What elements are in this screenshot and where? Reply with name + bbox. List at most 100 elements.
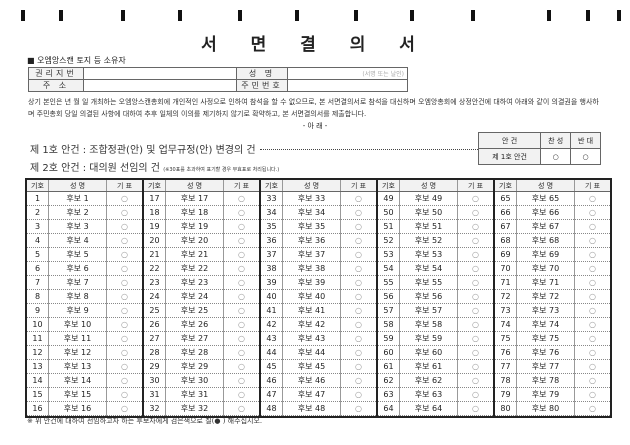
vote-circle[interactable]: ○ — [106, 219, 142, 234]
vote-circle[interactable]: ○ — [457, 331, 493, 346]
vote-circle[interactable]: ○ — [106, 247, 142, 262]
vote-circle[interactable]: ○ — [340, 219, 376, 234]
candidate-number: 61 — [378, 359, 400, 374]
vote-circle[interactable]: ○ — [223, 359, 259, 374]
vote-circle[interactable]: ○ — [574, 261, 610, 276]
vote-circle[interactable]: ○ — [223, 303, 259, 318]
vote-circle[interactable]: ○ — [106, 317, 142, 332]
vote-circle[interactable]: ○ — [223, 345, 259, 360]
vote-circle[interactable]: ○ — [106, 373, 142, 388]
vote-circle[interactable]: ○ — [574, 247, 610, 262]
vote-circle[interactable]: ○ — [574, 205, 610, 220]
vote-circle[interactable]: ○ — [574, 387, 610, 402]
vote-circle[interactable]: ○ — [106, 275, 142, 290]
candidate-name: 후보 52 — [399, 233, 458, 248]
vote-circle[interactable]: ○ — [457, 345, 493, 360]
candidate-name: 후보 34 — [282, 205, 341, 220]
vote-circle[interactable]: ○ — [340, 205, 376, 220]
vote-circle[interactable]: ○ — [457, 359, 493, 374]
vote-circle[interactable]: ○ — [106, 331, 142, 346]
header-no: 기호 — [495, 180, 517, 192]
vote-circle[interactable]: ○ — [457, 373, 493, 388]
vote-circle[interactable]: ○ — [223, 233, 259, 248]
vote-circle[interactable]: ○ — [106, 359, 142, 374]
vote-circle[interactable]: ○ — [340, 373, 376, 388]
vote-circle[interactable]: ○ — [340, 331, 376, 346]
vote-circle[interactable]: ○ — [223, 387, 259, 402]
vote-circle[interactable]: ○ — [340, 401, 376, 416]
vote-circle[interactable]: ○ — [340, 289, 376, 304]
candidate-row: 26 후보 26 ○ — [144, 317, 259, 332]
vote-circle[interactable]: ○ — [106, 387, 142, 402]
vote-circle[interactable]: ○ — [574, 303, 610, 318]
vote-circle[interactable]: ○ — [574, 345, 610, 360]
vote-against-circle[interactable]: ○ — [570, 148, 601, 165]
candidate-number: 64 — [378, 401, 400, 416]
vote-circle[interactable]: ○ — [223, 219, 259, 234]
vote-circle[interactable]: ○ — [223, 247, 259, 262]
candidate-number: 8 — [27, 289, 49, 304]
vote-circle[interactable]: ○ — [457, 191, 493, 206]
vote-circle[interactable]: ○ — [223, 275, 259, 290]
vote-circle[interactable]: ○ — [574, 233, 610, 248]
owner-info-table: 권리지번 성 명 (서명 또는 날인) 주 소 주민번호 — [28, 67, 408, 92]
vote-circle[interactable]: ○ — [574, 401, 610, 416]
vote-circle[interactable]: ○ — [457, 261, 493, 276]
vote-circle[interactable]: ○ — [223, 205, 259, 220]
vote-circle[interactable]: ○ — [106, 191, 142, 206]
vote-circle[interactable]: ○ — [340, 247, 376, 262]
vote-circle[interactable]: ○ — [223, 373, 259, 388]
vote-circle[interactable]: ○ — [106, 303, 142, 318]
vote-circle[interactable]: ○ — [457, 387, 493, 402]
vote-circle[interactable]: ○ — [574, 219, 610, 234]
vote-circle[interactable]: ○ — [340, 359, 376, 374]
vote-circle[interactable]: ○ — [574, 331, 610, 346]
name-label: 성 명 — [236, 67, 288, 80]
vote-circle[interactable]: ○ — [457, 219, 493, 234]
vote-circle[interactable]: ○ — [106, 289, 142, 304]
vote-circle[interactable]: ○ — [223, 317, 259, 332]
vote-circle[interactable]: ○ — [340, 317, 376, 332]
address-field[interactable] — [83, 79, 237, 92]
candidate-row: 9 후보 9 ○ — [27, 303, 142, 318]
vote-circle[interactable]: ○ — [457, 275, 493, 290]
name-field[interactable]: (서명 또는 날인) — [287, 67, 408, 80]
vote-circle[interactable]: ○ — [106, 401, 142, 416]
vote-circle[interactable]: ○ — [574, 373, 610, 388]
vote-circle[interactable]: ○ — [340, 387, 376, 402]
vote-circle[interactable]: ○ — [574, 191, 610, 206]
header-name: 성 명 — [48, 180, 107, 192]
vote-circle[interactable]: ○ — [340, 191, 376, 206]
candidate-row: 7 후보 7 ○ — [27, 275, 142, 290]
vote-circle[interactable]: ○ — [457, 205, 493, 220]
vote-circle[interactable]: ○ — [223, 331, 259, 346]
vote-circle[interactable]: ○ — [457, 233, 493, 248]
vote-circle[interactable]: ○ — [457, 303, 493, 318]
vote-circle[interactable]: ○ — [340, 233, 376, 248]
vote-circle[interactable]: ○ — [106, 345, 142, 360]
vote-circle[interactable]: ○ — [106, 205, 142, 220]
vote-circle[interactable]: ○ — [106, 233, 142, 248]
vote-circle[interactable]: ○ — [223, 401, 259, 416]
vote-circle[interactable]: ○ — [223, 289, 259, 304]
lot-field[interactable] — [83, 67, 237, 80]
candidate-number: 68 — [495, 233, 517, 248]
vote-circle[interactable]: ○ — [223, 261, 259, 276]
vote-circle[interactable]: ○ — [340, 261, 376, 276]
vote-for-circle[interactable]: ○ — [540, 148, 572, 165]
vote-circle[interactable]: ○ — [340, 275, 376, 290]
vote-circle[interactable]: ○ — [457, 317, 493, 332]
vote-circle[interactable]: ○ — [574, 289, 610, 304]
vote-circle[interactable]: ○ — [340, 303, 376, 318]
vote-circle[interactable]: ○ — [457, 289, 493, 304]
id-field[interactable] — [287, 79, 408, 92]
vote-circle[interactable]: ○ — [574, 317, 610, 332]
vote-circle[interactable]: ○ — [457, 401, 493, 416]
vote-circle[interactable]: ○ — [574, 275, 610, 290]
vote-circle[interactable]: ○ — [457, 247, 493, 262]
vote-circle[interactable]: ○ — [223, 191, 259, 206]
vote-circle[interactable]: ○ — [574, 359, 610, 374]
vote-circle[interactable]: ○ — [340, 345, 376, 360]
vote-circle[interactable]: ○ — [106, 261, 142, 276]
